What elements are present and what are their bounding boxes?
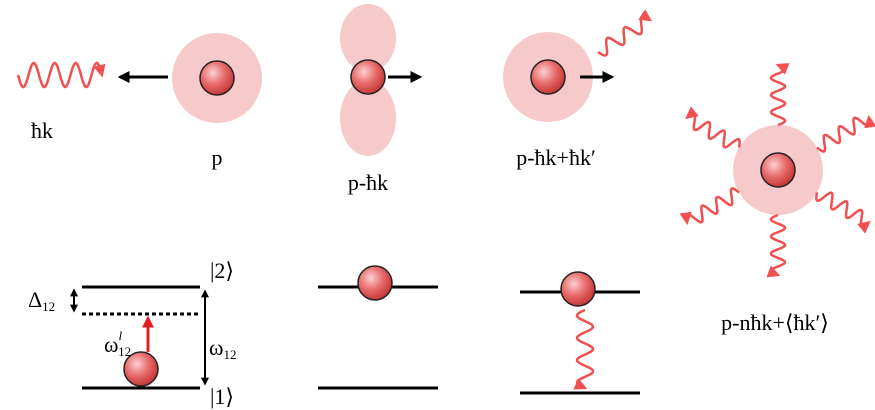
atom <box>351 60 385 94</box>
lower-level-label: |1⟩ <box>210 384 234 409</box>
absorbed-label: p-ħk <box>348 170 388 195</box>
atom <box>531 60 565 94</box>
many-label: p-nħk+⟨ħk′⟩ <box>721 310 829 335</box>
photon <box>18 63 102 87</box>
momentum-label: p <box>212 145 223 170</box>
emitted-label: p-ħk+ħk′ <box>516 145 596 170</box>
upper-level-label: |2⟩ <box>210 258 234 283</box>
atom <box>358 266 392 300</box>
photon <box>771 65 785 125</box>
atom <box>761 153 795 187</box>
photon <box>771 215 785 275</box>
photon <box>817 118 870 152</box>
photon-label: ħk <box>31 118 53 143</box>
photon <box>686 188 739 222</box>
atom <box>200 61 234 95</box>
photon <box>577 310 593 388</box>
photon <box>816 193 869 227</box>
detuning-label: Δ12 <box>28 287 55 314</box>
transition-label: ω12 <box>209 335 236 362</box>
photon <box>598 17 650 56</box>
diagram: ħk p p-ħk p-ħk+ħk′ p-nħk+⟨ħk′⟩ Δ12 |2⟩ |… <box>0 0 875 410</box>
atom <box>561 272 595 306</box>
photon <box>687 113 740 147</box>
